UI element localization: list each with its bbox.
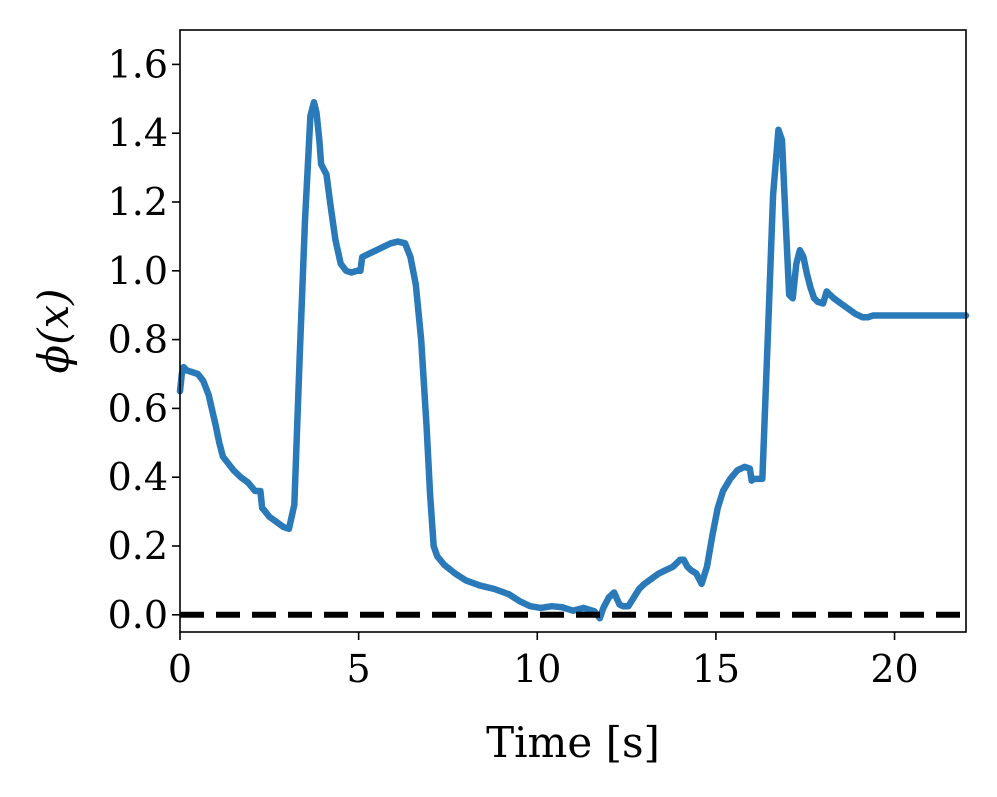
x-axis-ticks: 0 5 10 15 20 — [168, 632, 919, 691]
x-axis-label: Time [s] — [486, 718, 660, 767]
series-line-0 — [176, 98, 970, 622]
y-tick-label: 0.4 — [108, 455, 168, 499]
y-tick-label: 1.2 — [108, 180, 168, 224]
y-tick-label: 1.0 — [108, 249, 168, 293]
x-tick-label: 0 — [168, 647, 192, 691]
plot-content — [176, 98, 970, 622]
y-axis-ticks: 0.0 0.2 0.4 0.6 0.8 1.0 1.2 1.4 1.6 — [108, 42, 180, 637]
y-tick-label: 0.0 — [108, 593, 168, 637]
y-tick-label: 1.6 — [108, 42, 168, 86]
x-tick-label: 5 — [347, 647, 371, 691]
y-tick-label: 0.8 — [108, 318, 168, 362]
y-tick-label: 0.6 — [108, 386, 168, 430]
x-tick-label: 15 — [692, 647, 740, 691]
y-tick-label: 0.2 — [108, 524, 168, 568]
x-tick-label: 10 — [513, 647, 561, 691]
y-axis-label: ϕ(x) — [29, 288, 78, 373]
y-tick-label: 1.4 — [108, 111, 168, 155]
x-tick-label: 20 — [870, 647, 918, 691]
plot-frame — [179, 29, 967, 633]
